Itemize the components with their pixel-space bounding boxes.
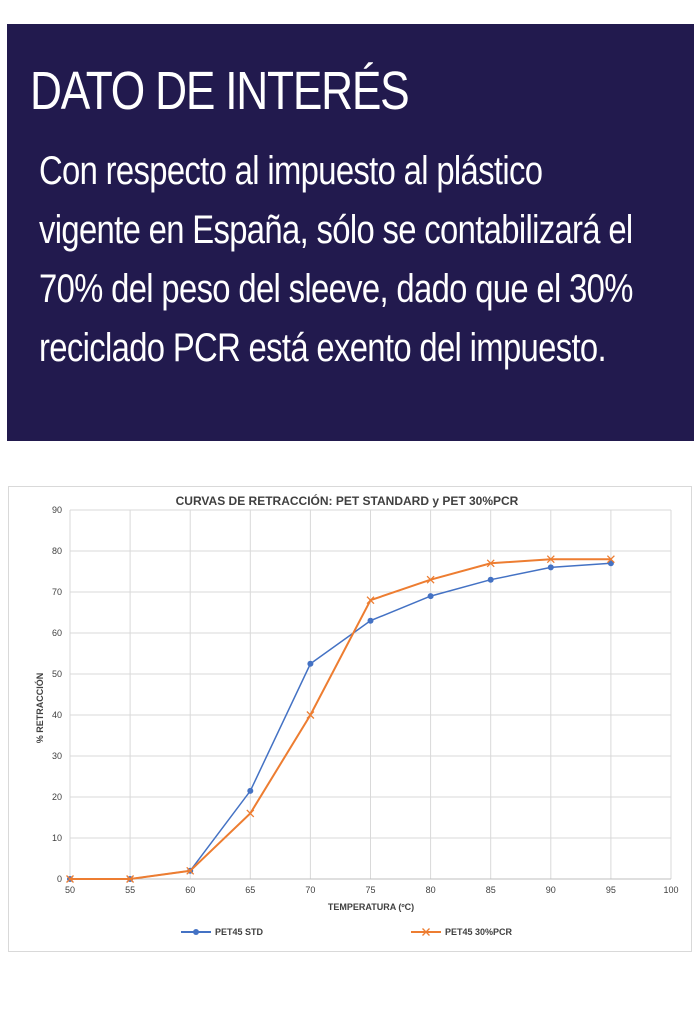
marker-stroke <box>546 555 555 564</box>
y-tick-label: 80 <box>52 546 62 556</box>
data-point-pcr <box>546 555 555 564</box>
info-line: 70% del peso del sleeve, dado que el 30% <box>39 267 633 311</box>
y-tick-label: 0 <box>57 874 62 884</box>
data-point-pcr <box>126 875 135 883</box>
marker-stroke <box>426 575 435 584</box>
x-tick-label: 55 <box>125 885 135 895</box>
data-point-pcr <box>486 559 495 568</box>
data-point-std <box>547 564 554 571</box>
legend: PET45 STD PET45 30%PCR <box>181 927 513 937</box>
data-point-std <box>367 617 374 624</box>
data-point-pcr <box>426 575 435 584</box>
info-body: Con respecto al impuesto al plástico vig… <box>39 142 687 378</box>
marker-stroke <box>422 928 430 936</box>
y-tick-label: 90 <box>52 505 62 515</box>
y-tick-label: 10 <box>52 833 62 843</box>
legend-marker-std <box>193 929 199 935</box>
y-axis-label: % RETRACCIÓN <box>34 673 45 744</box>
marker-stroke <box>486 559 495 568</box>
legend-label-pcr: PET45 30%PCR <box>445 927 513 937</box>
marker-stroke <box>66 875 74 883</box>
marker-stroke <box>306 711 315 719</box>
marker-stroke <box>606 555 615 564</box>
x-tick-label: 100 <box>663 885 678 895</box>
data-point-std <box>607 560 614 567</box>
data-point-pcr <box>306 711 315 719</box>
grid-layer <box>69 509 672 880</box>
x-tick-label: 50 <box>65 885 75 895</box>
marker-stroke <box>126 875 135 883</box>
series-line-std <box>70 562 611 880</box>
data-point-std <box>247 787 254 794</box>
y-tick-label: 30 <box>52 751 62 761</box>
legend-label-std: PET45 STD <box>215 927 264 937</box>
data-point-pcr <box>186 866 195 875</box>
y-tick-label: 60 <box>52 628 62 638</box>
x-axis-label: TEMPERATURA (ºC) <box>328 902 414 912</box>
info-line: Con respecto al impuesto al plástico <box>39 149 543 193</box>
info-line: vigente en España, sólo se contabilizará… <box>39 208 633 252</box>
chart-frame: CURVAS DE RETRACCIÓN: PET STANDARD y PET… <box>8 486 692 952</box>
x-tick-label: 80 <box>426 885 436 895</box>
x-tick-label: 90 <box>546 885 556 895</box>
info-line: reciclado PCR está exento del impuesto. <box>39 326 607 370</box>
data-point-pcr <box>606 555 615 564</box>
marker-stroke <box>186 866 195 875</box>
x-tick-label: 95 <box>606 885 616 895</box>
x-tick-label: 60 <box>185 885 195 895</box>
data-point-std <box>487 576 494 583</box>
marker-stroke <box>246 809 255 818</box>
y-tick-label: 40 <box>52 710 62 720</box>
x-tick-label: 75 <box>365 885 375 895</box>
info-title: DATO DE INTERÉS <box>30 61 410 121</box>
x-tick-label: 85 <box>486 885 496 895</box>
data-point-std <box>427 593 434 600</box>
axis-layer: 0 10 20 30 40 50 60 70 80 90 50 55 60 65 70 75 80 85 90 95 1… <box>52 505 679 895</box>
data-point-pcr <box>66 875 74 883</box>
x-tick-label: 70 <box>305 885 315 895</box>
retraction-chart: CURVAS DE RETRACCIÓN: PET STANDARD y PET… <box>34 493 679 937</box>
chart-title: CURVAS DE RETRACCIÓN: PET STANDARD y PET… <box>176 493 519 508</box>
data-point-std <box>307 660 314 667</box>
data-point-pcr <box>246 809 255 818</box>
y-tick-label: 70 <box>52 587 62 597</box>
data-point-pcr <box>366 596 375 605</box>
series-layer <box>66 555 615 883</box>
series-line-pcr <box>70 558 611 880</box>
info-box: DATO DE INTERÉS Con respecto al impuesto… <box>7 24 694 441</box>
y-tick-label: 50 <box>52 669 62 679</box>
marker-stroke <box>366 596 375 605</box>
legend-marker-pcr <box>422 928 430 936</box>
x-tick-label: 65 <box>245 885 255 895</box>
y-tick-label: 20 <box>52 792 62 802</box>
